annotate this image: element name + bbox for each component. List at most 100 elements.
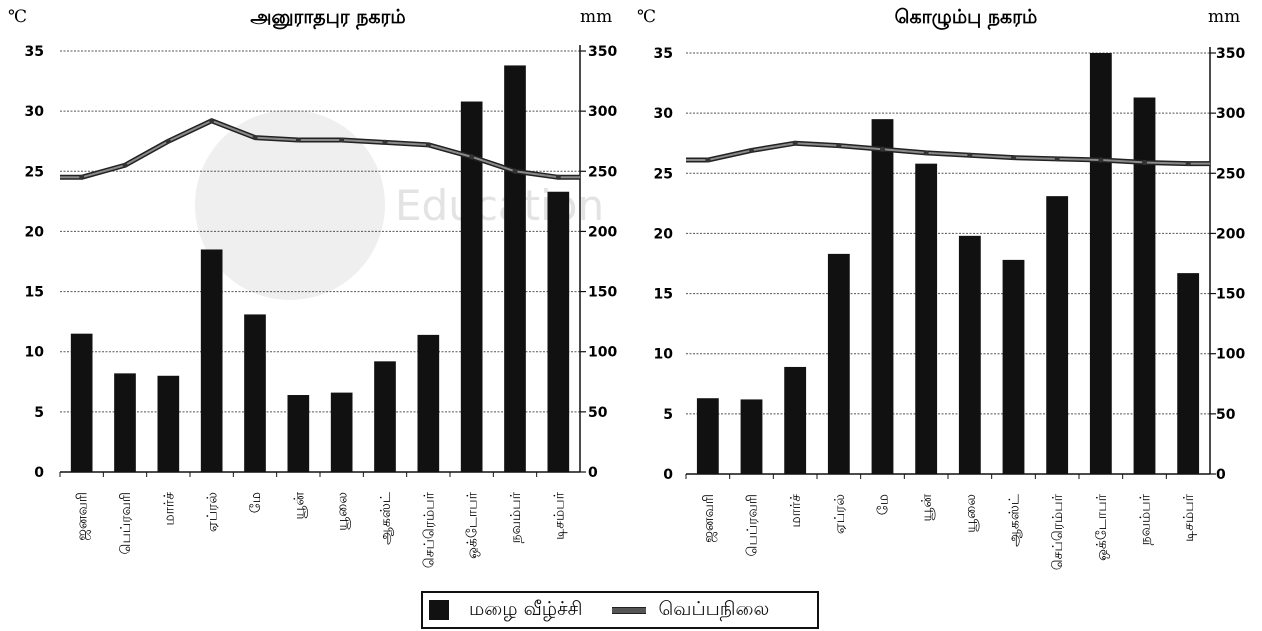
month-label: ஏப்ரல்: [205, 492, 221, 532]
rainfall-bar: [915, 163, 938, 475]
temperature-point: [923, 150, 929, 156]
month-label: டிசம்பர்: [551, 491, 567, 540]
temperature-point: [425, 142, 431, 148]
right-tick-label: 100: [1216, 347, 1245, 363]
rainfall-bar: [871, 119, 894, 475]
left-tick-label: 0: [663, 467, 673, 483]
left-tick-label: 35: [25, 44, 44, 60]
temperature-point: [339, 137, 345, 143]
month-label: பெப்ரவரி: [745, 494, 761, 556]
rainfall-bar: [827, 253, 850, 474]
month-label: யூலை: [335, 492, 351, 531]
right-tick-label: 50: [1216, 407, 1236, 423]
left-tick-label: 20: [654, 226, 674, 242]
right-tick-label: 350: [1216, 46, 1245, 62]
right-tick-label: 350: [588, 44, 617, 60]
legend-temp-label: வெப்பநிலை: [658, 597, 770, 620]
rainfall-bar: [200, 249, 223, 472]
legend: மழை வீழ்ச்சி வெப்பநிலை: [421, 591, 819, 629]
month-label: பெப்ரவரி: [118, 492, 134, 554]
right-tick-label: 200: [1216, 226, 1245, 242]
rainfall-bar: [287, 395, 310, 472]
month-label: மார்ச்: [788, 494, 804, 528]
right-tick-label: 300: [588, 104, 617, 120]
temperature-point: [967, 152, 973, 158]
rainfall-bar: [114, 373, 136, 472]
right-tick-label: 200: [588, 224, 617, 240]
month-label: நவம்பர்: [1138, 493, 1154, 545]
right-tick-label: 300: [1216, 106, 1245, 122]
month-label: யூலை: [963, 494, 979, 533]
month-label: மே: [876, 494, 892, 515]
month-label: மார்ச்: [161, 492, 177, 526]
right-tick-label: 100: [588, 345, 617, 361]
chart-title: அனுராதபுர நகரம்: [250, 6, 405, 30]
temperature-point: [469, 154, 475, 160]
rainfall-bar: [740, 399, 763, 474]
legend-temp-swatch: [612, 606, 647, 614]
month-label: மே: [248, 492, 264, 513]
rainfall-bar: [157, 375, 180, 472]
temperature-point: [836, 143, 842, 149]
left-tick-label: 25: [25, 164, 44, 180]
temperature-point: [792, 140, 798, 146]
temperature-point: [749, 147, 754, 153]
left-tick-label: 5: [34, 405, 44, 421]
right-tick-label: 150: [588, 285, 617, 301]
left-axis-unit: ℃: [637, 7, 656, 27]
temperature-point: [1011, 155, 1016, 161]
chart-anuradhapura: அனுராதபுர நகரம்℃ mm0510152025303505010015…: [8, 6, 617, 568]
rainfall-bar: [460, 101, 483, 473]
left-tick-label: 15: [25, 285, 44, 301]
temperature-point: [880, 146, 885, 152]
right-tick-label: 0: [1216, 467, 1226, 483]
rainfall-bar: [417, 334, 440, 472]
temperature-point: [79, 174, 85, 180]
right-axis-unit: mm: [580, 7, 612, 27]
month-label: நவம்பர்: [508, 491, 524, 543]
left-tick-label: 25: [654, 166, 673, 182]
temperature-line: [60, 119, 580, 179]
rainfall-bar: [1002, 259, 1025, 474]
month-label: ஒக்டோபர்: [1094, 493, 1110, 561]
right-tick-label: 250: [1216, 166, 1245, 182]
month-label: டிசம்பர்: [1181, 493, 1197, 542]
month-label: செப்ரெம்பர்: [1050, 493, 1066, 570]
right-tick-label: 0: [588, 465, 598, 481]
legend-rain-label: மழை வீழ்ச்சி: [469, 597, 583, 620]
left-tick-label: 5: [663, 407, 673, 423]
month-label: யூன்: [291, 492, 307, 520]
month-label: செப்ரெம்பர்: [421, 491, 437, 568]
month-label: ஜனவரி: [75, 492, 92, 541]
temperature-point: [295, 137, 301, 143]
left-tick-label: 10: [654, 347, 674, 363]
temperature-point: [512, 168, 518, 174]
temperature-line-outline: [60, 118, 580, 180]
rainfall-bar: [547, 191, 570, 472]
left-tick-label: 30: [25, 104, 45, 120]
month-label: ஜனவரி: [701, 494, 718, 543]
rainfall-bar: [374, 361, 396, 472]
temperature-point: [1054, 156, 1060, 162]
temperature-point: [382, 139, 388, 145]
rainfall-bar: [784, 366, 807, 474]
temperature-point: [1185, 161, 1191, 167]
temperature-line: [686, 142, 1210, 165]
rainfall-bar: [696, 398, 719, 474]
rainfall-bar: [244, 314, 266, 472]
right-tick-label: 250: [588, 164, 617, 180]
left-tick-label: 35: [654, 46, 673, 62]
right-tick-label: 150: [1216, 287, 1245, 303]
temperature-point: [555, 174, 561, 180]
month-label: ஏப்ரல்: [832, 494, 848, 534]
rainfall-bar: [1177, 273, 1200, 474]
rainfall-bar: [504, 65, 526, 472]
chart-title: கொழும்பு நகரம்: [895, 6, 1038, 30]
rainfall-bar: [958, 235, 981, 474]
right-tick-label: 50: [588, 405, 608, 421]
chart-colombo: கொழும்பு நகரம்℃ mm05101520253035050100150…: [637, 6, 1245, 570]
temperature-point: [1142, 159, 1147, 165]
right-axis-unit: mm: [1208, 7, 1240, 27]
rainfall-bar: [330, 392, 353, 472]
